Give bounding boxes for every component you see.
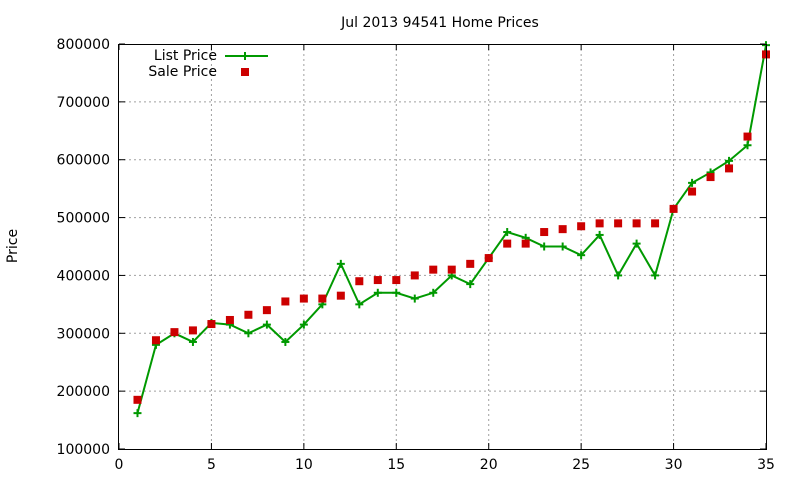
sale-price-point bbox=[688, 187, 697, 196]
sale-price-point bbox=[669, 204, 678, 213]
sale-price-point bbox=[133, 395, 142, 404]
list-price-point bbox=[355, 300, 364, 309]
list-price-point bbox=[392, 288, 401, 297]
list-price-point bbox=[429, 288, 438, 297]
sale-price-point bbox=[614, 219, 623, 228]
x-tick-label: 5 bbox=[207, 457, 216, 473]
sale-price-point bbox=[706, 173, 715, 182]
y-axis-label: Price bbox=[5, 229, 21, 263]
sale-price-point bbox=[355, 277, 364, 286]
sale-price-point bbox=[170, 328, 179, 337]
sale-price-point bbox=[281, 297, 290, 306]
list-price-point bbox=[725, 156, 734, 165]
y-tick-label: 300000 bbox=[57, 326, 110, 342]
x-tick-label: 15 bbox=[387, 457, 405, 473]
series-line-list-price bbox=[136, 44, 767, 414]
sale-price-point bbox=[595, 219, 604, 228]
list-price-point bbox=[540, 242, 549, 251]
y-tick-label: 200000 bbox=[57, 384, 110, 400]
x-tick-label: 30 bbox=[665, 457, 683, 473]
list-price-point bbox=[466, 280, 475, 289]
grid bbox=[119, 44, 766, 449]
series-group bbox=[133, 41, 770, 418]
chart-title: Jul 2013 94541 Home Prices bbox=[340, 15, 539, 31]
sale-price-point bbox=[503, 239, 512, 248]
sale-price-point bbox=[336, 291, 345, 300]
sale-price-point bbox=[466, 259, 475, 268]
sale-price-point bbox=[262, 306, 271, 315]
list-price-point bbox=[558, 242, 567, 251]
sale-price-point bbox=[244, 310, 253, 319]
list-price-point bbox=[262, 320, 271, 329]
list-price-point bbox=[595, 230, 604, 239]
sale-price-point bbox=[225, 315, 234, 324]
legend: List Price Sale Price bbox=[148, 48, 268, 80]
x-tick-label: 25 bbox=[572, 457, 590, 473]
sale-price-point bbox=[373, 276, 382, 285]
sale-price-point bbox=[743, 132, 752, 141]
sale-price-point bbox=[651, 219, 660, 228]
plot-frame bbox=[118, 44, 767, 450]
list-price-point bbox=[688, 178, 697, 187]
sale-price-point bbox=[188, 326, 197, 335]
x-tick-label: 35 bbox=[757, 457, 775, 473]
y-tick-label: 700000 bbox=[57, 95, 110, 111]
sale-price-point bbox=[632, 219, 641, 228]
list-price-point bbox=[577, 251, 586, 260]
y-tick-label: 800000 bbox=[57, 37, 110, 53]
list-price-point bbox=[188, 337, 197, 346]
sale-price-point bbox=[299, 294, 308, 303]
sale-price-point bbox=[521, 239, 530, 248]
legend-label-list-price: List Price bbox=[154, 48, 217, 64]
sale-price-point bbox=[207, 320, 216, 329]
sale-price-point bbox=[410, 271, 419, 280]
y-tick-label: 100000 bbox=[57, 442, 110, 458]
y-tick-label: 500000 bbox=[57, 211, 110, 227]
x-tick-label: 10 bbox=[295, 457, 313, 473]
list-price-point bbox=[632, 239, 641, 248]
sale-price-point bbox=[429, 265, 438, 274]
legend-swatch-sale-price bbox=[241, 68, 249, 76]
list-price-point bbox=[373, 288, 382, 297]
axis-ticks: 100000 200000 300000 400000 500000 600000 7000… bbox=[57, 37, 775, 473]
sale-price-point bbox=[484, 254, 493, 263]
list-price-point bbox=[336, 259, 345, 268]
x-tick-label: 0 bbox=[115, 457, 124, 473]
legend-label-sale-price: Sale Price bbox=[148, 64, 217, 80]
sale-price-point bbox=[725, 164, 734, 173]
sale-price-point bbox=[540, 228, 549, 237]
list-price-point bbox=[614, 271, 623, 280]
y-tick-label: 600000 bbox=[57, 153, 110, 169]
sale-price-point bbox=[577, 222, 586, 231]
list-price-point bbox=[651, 271, 660, 280]
list-price-point bbox=[503, 228, 512, 237]
list-price-point bbox=[281, 337, 290, 346]
sale-price-point bbox=[318, 294, 327, 303]
list-price-point bbox=[244, 329, 253, 338]
sale-price-point bbox=[151, 336, 160, 345]
list-price-point bbox=[299, 320, 308, 329]
list-price-point bbox=[133, 409, 142, 418]
x-tick-label: 20 bbox=[480, 457, 498, 473]
sale-price-point bbox=[558, 225, 567, 234]
list-price-point bbox=[743, 141, 752, 150]
y-tick-label: 400000 bbox=[57, 268, 110, 284]
sale-price-point bbox=[392, 276, 401, 285]
sale-price-point bbox=[447, 265, 456, 274]
list-price-point bbox=[410, 294, 419, 303]
